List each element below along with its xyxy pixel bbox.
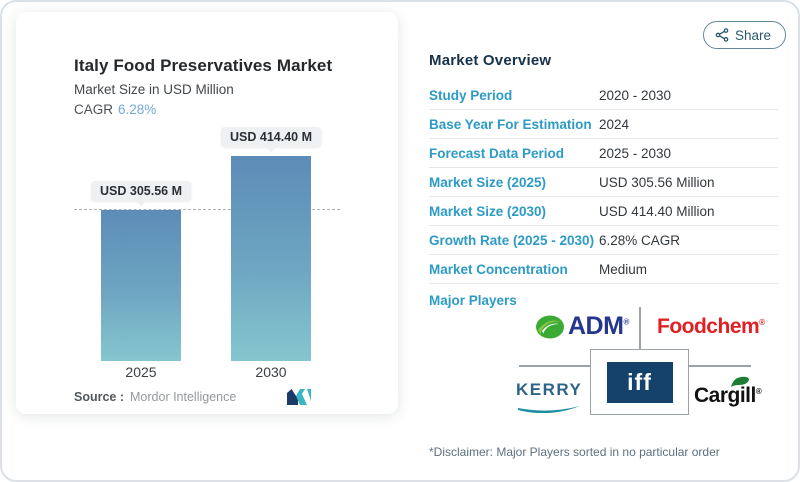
row-value: 2025 - 2030 [599, 145, 672, 161]
table-row: Market Concentration Medium [429, 255, 778, 284]
foodchem-logo: Foodchem® [657, 315, 765, 338]
adm-leaf-icon [535, 314, 565, 340]
share-icon [715, 28, 729, 42]
adm-logo-text: ADM® [568, 312, 629, 340]
cagr-value: 6.28% [118, 102, 157, 117]
share-button[interactable]: Share [703, 21, 787, 49]
chart-cagr: CAGR 6.28% [74, 102, 156, 117]
bar-value-label-2025: USD 305.56 M [91, 181, 191, 201]
kerry-logo-text: KERRY [516, 380, 583, 399]
major-players-label: Major Players [429, 293, 517, 308]
divider [689, 365, 751, 367]
reference-dashed-line [74, 209, 340, 210]
divider [639, 307, 641, 349]
divider [519, 365, 590, 367]
cargill-leaf-icon [730, 375, 750, 393]
cargill-logo: Cargill® [694, 376, 762, 408]
chart-subtitle: Market Size in USD Million [74, 82, 234, 97]
bar-2030[interactable] [231, 156, 311, 361]
major-players-collage: ADM® Foodchem® iff KERRY Cargill® [507, 300, 782, 420]
row-value: USD 305.56 Million [599, 174, 715, 190]
table-row: Forecast Data Period 2025 - 2030 [429, 139, 778, 168]
iff-logo-box: iff [590, 349, 689, 415]
row-label: Market Concentration [429, 261, 568, 277]
row-value: 2024 [599, 116, 630, 132]
iff-logo: iff [606, 361, 673, 403]
table-row: Study Period 2020 - 2030 [429, 81, 778, 110]
chart-title: Italy Food Preservatives Market [74, 56, 333, 75]
row-label: Growth Rate (2025 - 2030) [429, 232, 595, 248]
bar-2025[interactable] [101, 210, 181, 361]
cagr-label: CAGR [74, 102, 114, 117]
source-value: Mordor Intelligence [130, 390, 237, 404]
row-label: Study Period [429, 87, 513, 103]
kerry-swoosh-icon [517, 400, 581, 417]
bar-value-label-2030: USD 414.40 M [221, 127, 321, 147]
kerry-logo: KERRY [516, 380, 582, 418]
table-row: Market Size (2025) USD 305.56 Million [429, 168, 778, 197]
x-axis-tick-2030: 2030 [255, 364, 287, 380]
mordor-intelligence-logo-icon [286, 388, 312, 411]
disclaimer-text: *Disclaimer: Major Players sorted in no … [429, 445, 720, 459]
source-label: Source : [74, 390, 125, 404]
table-row: Market Size (2030) USD 414.40 Million [429, 197, 778, 226]
chart-source: Source : Mordor Intelligence [74, 390, 236, 404]
table-row: Base Year For Estimation 2024 [429, 110, 778, 139]
chart-panel: Italy Food Preservatives Market Market S… [16, 12, 398, 414]
cargill-logo-text: Cargill® [694, 384, 762, 407]
table-row: Growth Rate (2025 - 2030) 6.28% CAGR [429, 226, 778, 255]
row-label: Market Size (2030) [429, 203, 547, 219]
row-value: 2020 - 2030 [599, 87, 672, 103]
overview-title: Market Overview [429, 52, 552, 69]
adm-logo: ADM® [535, 312, 629, 341]
row-label: Base Year For Estimation [429, 116, 592, 132]
overview-table: Study Period 2020 - 2030 Base Year For E… [429, 81, 778, 284]
x-axis-tick-2025: 2025 [125, 364, 157, 380]
share-button-label: Share [735, 27, 772, 43]
row-value: USD 414.40 Million [599, 203, 715, 219]
row-value: 6.28% CAGR [599, 232, 681, 248]
row-value: Medium [599, 261, 648, 277]
row-label: Forecast Data Period [429, 145, 565, 161]
row-label: Market Size (2025) [429, 174, 547, 190]
